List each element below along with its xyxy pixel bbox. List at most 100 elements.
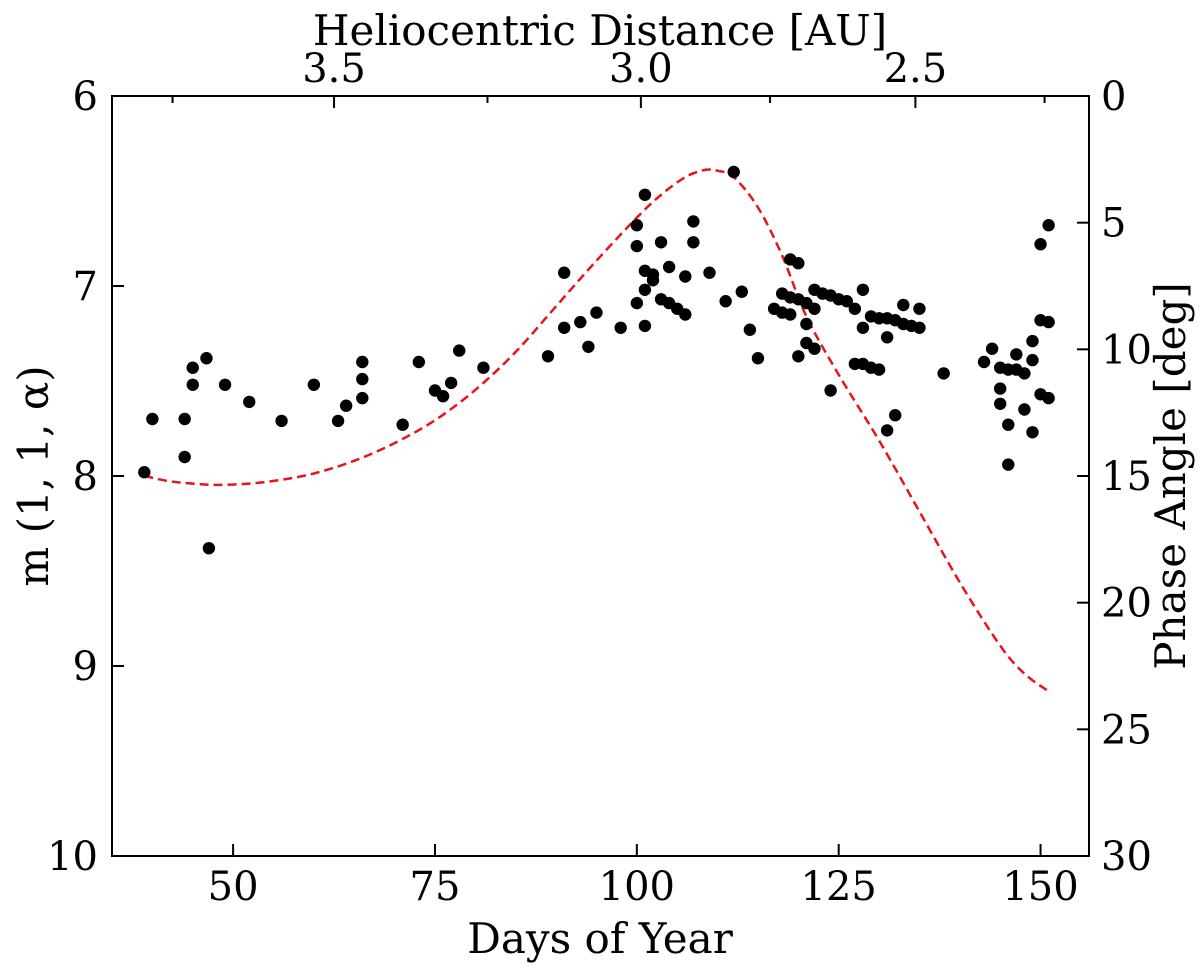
data-point-74 bbox=[840, 295, 853, 308]
data-point-0 bbox=[138, 466, 151, 479]
top-tick-label-3.5: 3.5 bbox=[302, 46, 366, 92]
data-point-34 bbox=[638, 188, 652, 201]
y-right-tick-label-30: 30 bbox=[1101, 834, 1152, 880]
data-point-14 bbox=[356, 355, 369, 369]
data-point-51 bbox=[727, 165, 740, 179]
tick-marks bbox=[112, 95, 1089, 857]
x-tick-label-150: 150 bbox=[1002, 864, 1078, 910]
data-point-108 bbox=[1026, 353, 1039, 367]
phase-angle-series bbox=[144, 168, 1050, 693]
y-left-tick-label-8: 8 bbox=[73, 454, 98, 500]
data-point-98 bbox=[993, 382, 1007, 395]
data-point-3 bbox=[178, 450, 191, 464]
top-axis-title: Heliocentric Distance [AU] bbox=[313, 6, 887, 55]
data-point-26 bbox=[557, 321, 571, 334]
top-tick-label-3.0: 3.0 bbox=[609, 46, 673, 92]
data-point-85 bbox=[880, 331, 894, 344]
data-point-96 bbox=[985, 342, 999, 355]
data-point-20 bbox=[436, 390, 450, 403]
data-point-32 bbox=[630, 239, 644, 253]
data-point-105 bbox=[1018, 367, 1031, 380]
data-point-75 bbox=[848, 302, 862, 315]
data-point-109 bbox=[1026, 426, 1039, 439]
data-point-30 bbox=[614, 321, 627, 334]
data-point-8 bbox=[218, 378, 232, 391]
data-point-78 bbox=[856, 321, 870, 334]
y-left-tick-label-7: 7 bbox=[73, 264, 98, 310]
top-tick-label-2.5: 2.5 bbox=[884, 46, 948, 92]
x-axis-title: Days of Year bbox=[467, 914, 733, 963]
data-point-31 bbox=[630, 219, 644, 232]
x-tick-label-100: 100 bbox=[599, 864, 675, 910]
data-point-33 bbox=[630, 296, 644, 310]
data-point-72 bbox=[824, 384, 837, 397]
data-point-65 bbox=[800, 317, 813, 331]
data-point-101 bbox=[1002, 418, 1015, 431]
data-point-47 bbox=[687, 215, 700, 228]
y-right-tick-label-20: 20 bbox=[1101, 581, 1152, 627]
data-point-93 bbox=[913, 321, 926, 334]
data-point-10 bbox=[275, 414, 288, 428]
data-point-53 bbox=[743, 323, 757, 336]
y-left-tick-label-6: 6 bbox=[73, 74, 98, 120]
data-point-2 bbox=[178, 412, 191, 426]
x-tick-label-75: 75 bbox=[410, 864, 461, 910]
data-point-54 bbox=[751, 352, 765, 365]
x-tick-label-50: 50 bbox=[208, 864, 259, 910]
y-right-tick-label-5: 5 bbox=[1101, 201, 1126, 247]
data-point-95 bbox=[977, 355, 991, 369]
data-point-37 bbox=[638, 319, 652, 333]
data-point-94 bbox=[937, 367, 950, 380]
data-point-86 bbox=[880, 424, 894, 437]
data-point-115 bbox=[1042, 391, 1055, 405]
data-point-102 bbox=[1002, 458, 1015, 471]
x-tick-label-125: 125 bbox=[801, 864, 877, 910]
right-axis-title: Phase Angle [deg] bbox=[1146, 282, 1195, 669]
data-point-13 bbox=[339, 399, 353, 412]
data-point-25 bbox=[557, 266, 571, 279]
data-point-42 bbox=[662, 260, 676, 274]
data-point-110 bbox=[1034, 238, 1047, 251]
data-point-15 bbox=[356, 372, 369, 386]
data-point-29 bbox=[590, 306, 603, 319]
data-point-11 bbox=[307, 378, 321, 391]
data-point-5 bbox=[186, 378, 199, 391]
data-point-103 bbox=[1010, 348, 1023, 361]
data-point-69 bbox=[808, 342, 821, 355]
data-point-89 bbox=[897, 298, 910, 312]
data-point-92 bbox=[913, 302, 926, 315]
data-point-45 bbox=[679, 270, 692, 283]
data-point-23 bbox=[477, 361, 490, 374]
data-point-49 bbox=[703, 266, 716, 279]
data-point-88 bbox=[889, 409, 902, 422]
plot-frame bbox=[111, 95, 1090, 857]
data-point-12 bbox=[331, 414, 345, 428]
y-left-tick-label-9: 9 bbox=[73, 644, 98, 690]
data-point-106 bbox=[1018, 403, 1031, 416]
data-point-7 bbox=[202, 542, 216, 555]
data-point-99 bbox=[993, 397, 1007, 410]
data-point-6 bbox=[200, 352, 213, 365]
data-point-60 bbox=[784, 308, 797, 321]
y-right-tick-label-10: 10 bbox=[1101, 327, 1152, 373]
data-point-52 bbox=[735, 285, 749, 298]
data-point-17 bbox=[396, 418, 409, 431]
data-point-46 bbox=[679, 308, 692, 321]
data-point-21 bbox=[444, 376, 458, 390]
data-point-16 bbox=[356, 391, 369, 405]
data-point-40 bbox=[654, 236, 668, 249]
data-point-48 bbox=[687, 236, 700, 249]
data-point-4 bbox=[186, 361, 199, 374]
data-point-18 bbox=[412, 355, 426, 369]
data-point-63 bbox=[792, 350, 805, 363]
y-left-tick-label-10: 10 bbox=[47, 834, 98, 880]
data-point-1 bbox=[146, 412, 159, 426]
y-right-tick-label-15: 15 bbox=[1101, 454, 1152, 500]
data-point-68 bbox=[808, 302, 821, 315]
data-point-61 bbox=[792, 257, 805, 270]
y-right-tick-label-25: 25 bbox=[1101, 707, 1152, 753]
data-point-114 bbox=[1042, 315, 1055, 329]
data-point-36 bbox=[638, 283, 652, 296]
